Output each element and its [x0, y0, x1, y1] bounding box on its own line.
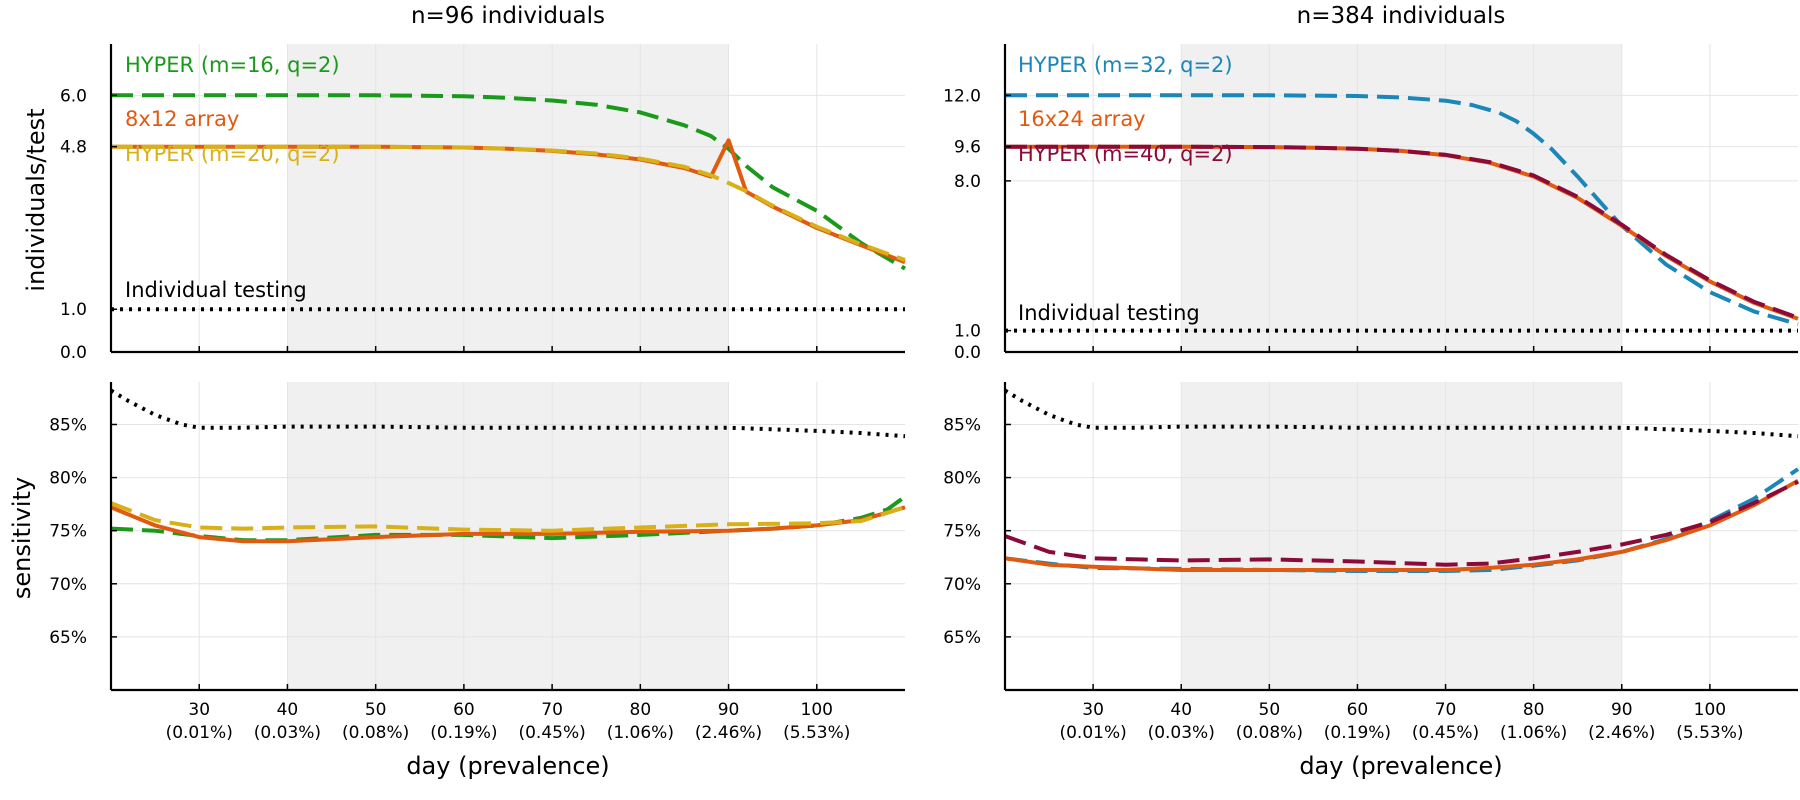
- x-tick-sublabel: (0.19%): [430, 723, 497, 743]
- x-tick-label: 100: [801, 700, 833, 720]
- x-tick-sublabel: (0.01%): [166, 723, 233, 743]
- x-tick-label: 90: [718, 700, 740, 720]
- x-tick-sublabel: (1.06%): [1500, 723, 1567, 743]
- x-tick-sublabel: (0.19%): [1324, 723, 1391, 743]
- x-tick-sublabel: (0.08%): [342, 723, 409, 743]
- y-tick-label: 70%: [49, 575, 87, 595]
- x-tick-sublabel: (0.45%): [1412, 723, 1479, 743]
- y-tick-label: 0.0: [954, 343, 981, 363]
- x-tick-label: 80: [630, 700, 652, 720]
- y-tick-label: 75%: [49, 522, 87, 542]
- x-tick-label: 80: [1523, 700, 1545, 720]
- y-tick-label: 75%: [943, 522, 981, 542]
- x-tick-sublabel: (2.46%): [695, 723, 762, 743]
- xlabel-left: day (prevalence): [406, 752, 609, 780]
- label-hyper-m40: HYPER (m=40, q=2): [1018, 142, 1233, 166]
- series-line-8x12-array: [110, 505, 906, 544]
- label-individual-testing-left: Individual testing: [125, 278, 307, 302]
- series-line-hyper-m-32-q-2: [1005, 93, 1799, 327]
- panel-top-right: 0.01.0 8.0 9.6 12.0: [943, 44, 1799, 363]
- x-tick-sublabel: (2.46%): [1588, 723, 1655, 743]
- y-tick-label: 80%: [49, 469, 87, 489]
- x-tick-label: 60: [1347, 700, 1369, 720]
- x-tick-label: 50: [1259, 700, 1281, 720]
- x-tick-label: 100: [1694, 700, 1726, 720]
- ylabel-bottom: sensitivity: [8, 477, 36, 599]
- x-tick-label: 40: [1170, 700, 1192, 720]
- y-tick-label: 4.8: [60, 138, 87, 158]
- series-line-hyper-m-20-q-2: [111, 144, 906, 262]
- series-line-hyper-m-40-q-2: [1005, 144, 1799, 320]
- xlabel-right: day (prevalence): [1299, 752, 1502, 780]
- label-individual-testing-right: Individual testing: [1018, 301, 1200, 325]
- series-line-16x24-array: [1004, 479, 1799, 572]
- y-tick-label: 65%: [943, 628, 981, 648]
- x-tick-sublabel: (1.06%): [607, 723, 674, 743]
- x-tick-label: 70: [541, 700, 563, 720]
- y-tick-label: 9.6: [954, 138, 981, 158]
- y-tick-label: 65%: [49, 628, 87, 648]
- panel-top-left: 0.0 1.0 4.8 6.0: [60, 44, 907, 363]
- x-tick-sublabel: (5.53%): [783, 723, 850, 743]
- x-tick-sublabel: (0.03%): [1148, 723, 1215, 743]
- x-tick-sublabel: (0.45%): [518, 723, 585, 743]
- x-tick-sublabel: (5.53%): [1676, 723, 1743, 743]
- x-tick-sublabel: (0.08%): [1236, 723, 1303, 743]
- y-tick-label: 8.0: [954, 172, 981, 192]
- series-line-hyper-m-20-q-2: [110, 501, 906, 533]
- title-panel-1: n=96 individuals: [411, 3, 605, 29]
- title-panel-2: n=384 individuals: [1297, 3, 1506, 29]
- label-hyper-m32: HYPER (m=32, q=2): [1018, 53, 1233, 77]
- series-line-individual-testing: [109, 388, 906, 439]
- y-tick-label: 80%: [943, 469, 981, 489]
- y-tick-label: 1.0: [954, 322, 981, 342]
- panel-bottom-right: 65% 70% 75% 80% 85% 30 (0.01%) 40 (0.03%) 50 (0.08…: [943, 382, 1800, 743]
- ylabel-top: individuals/test: [22, 108, 50, 291]
- label-hyper-m16: HYPER (m=16, q=2): [125, 53, 340, 77]
- shaded-region: [1181, 44, 1622, 352]
- series-line-hyper-m-16-q-2: [111, 93, 907, 271]
- y-tick-label: 85%: [943, 415, 981, 435]
- x-tick-label: 40: [277, 700, 299, 720]
- y-tick-label: 6.0: [60, 86, 87, 106]
- y-tick-label: 12.0: [943, 86, 981, 106]
- panel-bottom-left: 65% 70% 75% 80% 85% 30 (0.01%) 40 (0.03%) 50 (0.08…: [49, 382, 907, 743]
- y-tick-label: 0.0: [60, 343, 87, 363]
- x-tick-label: 60: [453, 700, 475, 720]
- shaded-region: [1181, 382, 1622, 690]
- x-tick-label: 30: [1082, 700, 1104, 720]
- label-hyper-m20: HYPER (m=20, q=2): [125, 142, 340, 166]
- label-array-16x24: 16x24 array: [1018, 107, 1146, 131]
- label-array-8x12: 8x12 array: [125, 107, 239, 131]
- x-tick-label: 90: [1611, 700, 1633, 720]
- y-tick-label: 85%: [49, 415, 87, 435]
- x-tick-sublabel: (0.03%): [254, 723, 321, 743]
- x-tick-label: 30: [188, 700, 210, 720]
- x-tick-label: 50: [365, 700, 387, 720]
- shaded-region: [287, 44, 729, 352]
- series-line-individual-testing: [1003, 388, 1799, 439]
- x-tick-sublabel: (0.01%): [1059, 723, 1126, 743]
- y-tick-label: 1.0: [60, 300, 87, 320]
- y-tick-label: 70%: [943, 575, 981, 595]
- series-line-hyper-m-40-q-2: [1004, 479, 1799, 567]
- x-tick-label: 70: [1435, 700, 1457, 720]
